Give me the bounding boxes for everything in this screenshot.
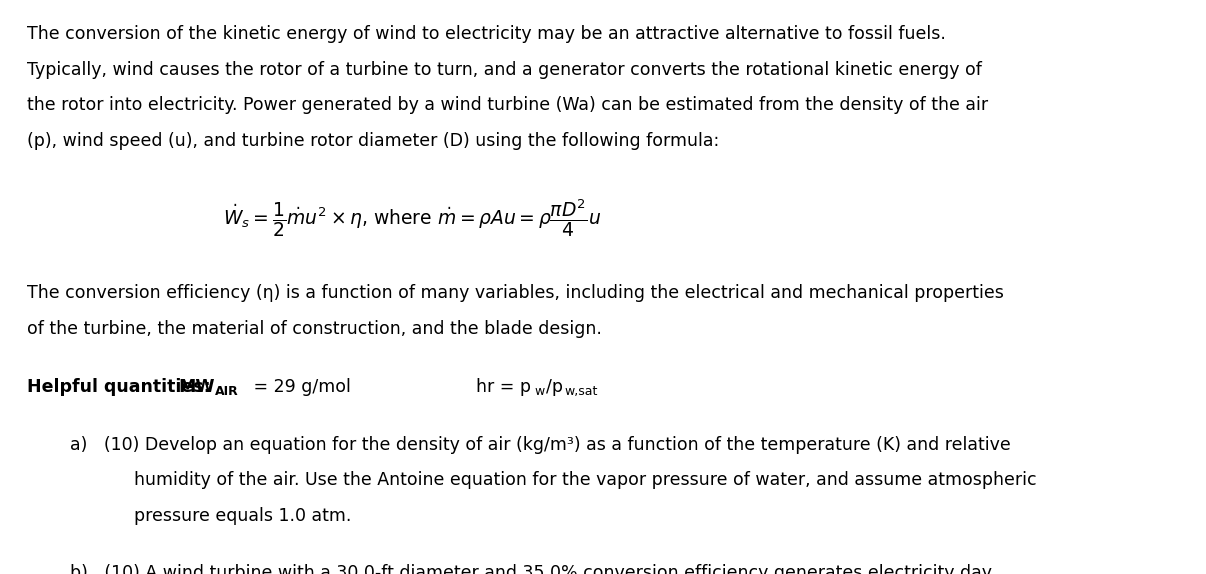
Text: (p), wind speed (u), and turbine rotor diameter (D) using the following formula:: (p), wind speed (u), and turbine rotor d… — [27, 132, 719, 150]
Text: w: w — [534, 385, 544, 398]
Text: The conversion of the kinetic energy of wind to electricity may be an attractive: The conversion of the kinetic energy of … — [27, 25, 946, 43]
Text: Typically, wind causes the rotor of a turbine to turn, and a generator converts : Typically, wind causes the rotor of a tu… — [27, 61, 982, 79]
Text: = 29 g/mol: = 29 g/mol — [248, 378, 351, 396]
Text: MW: MW — [178, 378, 215, 396]
Text: b)   (10) A wind turbine with a 30.0-ft diameter and 35.0% conversion efficiency: b) (10) A wind turbine with a 30.0-ft di… — [70, 564, 993, 574]
Text: pressure equals 1.0 atm.: pressure equals 1.0 atm. — [134, 507, 351, 525]
Text: $\dot{W}_s = \dfrac{1}{2}\dot{m}u^2 \times \eta$, where $\dot{m} = \rho Au = \rh: $\dot{W}_s = \dfrac{1}{2}\dot{m}u^2 \tim… — [223, 197, 602, 239]
Text: humidity of the air. Use the Antoine equation for the vapor pressure of water, a: humidity of the air. Use the Antoine equ… — [134, 471, 1036, 489]
Text: hr = p: hr = p — [476, 378, 532, 396]
Text: w,sat: w,sat — [564, 385, 598, 398]
Text: a)   (10) Develop an equation for the density of air (kg/m³) as a function of th: a) (10) Develop an equation for the dens… — [70, 436, 1011, 453]
Text: The conversion efficiency (η) is a function of many variables, including the ele: The conversion efficiency (η) is a funct… — [27, 284, 1003, 302]
Text: AIR: AIR — [215, 385, 239, 398]
Text: of the turbine, the material of construction, and the blade design.: of the turbine, the material of construc… — [27, 320, 602, 338]
Text: the rotor into electricity. Power generated by a wind turbine (Wa) can be estima: the rotor into electricity. Power genera… — [27, 96, 988, 114]
Text: /p: /p — [546, 378, 563, 396]
Text: Helpful quantities:: Helpful quantities: — [27, 378, 210, 396]
